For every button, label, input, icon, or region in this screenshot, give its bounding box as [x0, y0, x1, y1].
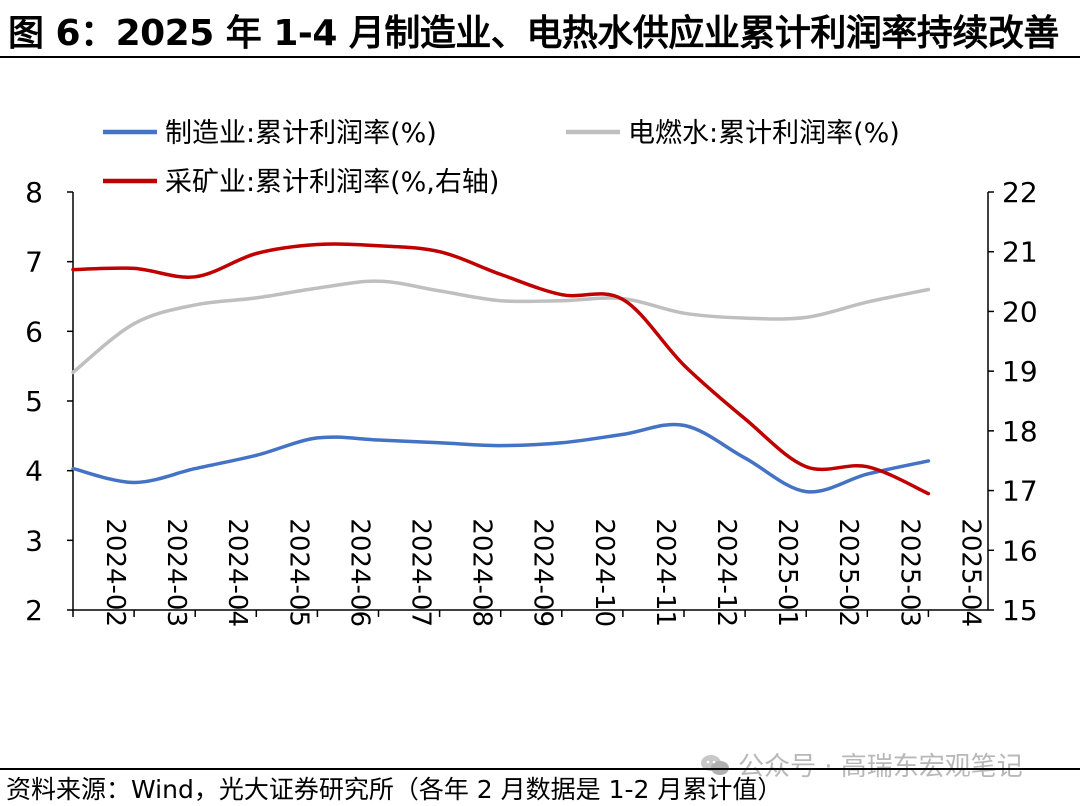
legend-label: 采矿业:累计利润率(%,右轴): [165, 167, 499, 198]
series-line-manufacturing: [71, 422, 931, 494]
left-axis-tick-label: 2: [25, 594, 43, 627]
source-note: 资料来源：Wind，光大证券研究所（各年 2 月数据是 1-2 月累计值）: [6, 775, 783, 804]
chart-series-lines: [71, 242, 931, 496]
chart-legend: 制造业:累计利润率(%) 电燃水:累计利润率(%) 采矿业:累计利润率(%,右轴): [103, 118, 900, 198]
left-axis-tick-label: 8: [25, 176, 43, 209]
x-axis-tick-label: 2024-05: [283, 518, 313, 627]
x-axis-tick-label: 2024-11: [650, 518, 680, 627]
right-axis-tick-label: 20: [1002, 295, 1038, 328]
right-axis-tick-label: 17: [1002, 475, 1038, 508]
left-axis-tick-label: 3: [25, 524, 43, 557]
right-axis-tick-label: 16: [1002, 534, 1038, 567]
title-divider: [0, 56, 1080, 58]
x-axis-tick-label: 2025-01: [772, 518, 802, 627]
right-axis-tick-label: 18: [1002, 415, 1038, 448]
watermark-text: 公众号 · 高瑞东宏观笔记: [738, 752, 1023, 782]
watermark: 公众号 · 高瑞东宏观笔记: [700, 746, 1023, 783]
left-axis-tick-label: 5: [25, 385, 43, 418]
legend-label: 制造业:累计利润率(%): [165, 118, 437, 149]
source-divider: [0, 768, 1080, 770]
right-axis-tick-label: 22: [1002, 176, 1038, 209]
x-axis-tick-label: 2024-06: [344, 518, 374, 627]
wechat-icon: [701, 754, 729, 775]
legend-item-utilities: 电燃水:累计利润率(%): [566, 118, 900, 149]
legend-item-mining: 采矿业:累计利润率(%,右轴): [103, 167, 499, 198]
series-line-mining: [71, 242, 931, 496]
x-axis-tick-label: 2024-03: [161, 518, 191, 627]
x-axis-tick-label: 2025-02: [833, 518, 863, 627]
chart-axes: 2 3 4 5 6 7 8 15 16 17 18 19 20 21 22 2024-02 2024-03 202…: [25, 176, 1037, 627]
x-axis-tick-label: 2024-04: [222, 518, 252, 627]
x-axis-tick-label: 2025-04: [955, 518, 985, 627]
x-axis-tick-label: 2024-09: [528, 518, 558, 627]
right-axis-tick-label: 15: [1002, 594, 1038, 627]
x-axis-tick-label: 2024-10: [589, 518, 619, 627]
figure-title: 图 6：2025 年 1-4 月制造业、电热水供应业累计利润率持续改善: [8, 13, 1059, 54]
right-axis-tick-label: 21: [1002, 236, 1038, 269]
x-axis-tick-label: 2024-12: [711, 518, 741, 627]
x-axis-tick-label: 2024-08: [467, 518, 497, 627]
left-axis-tick-label: 7: [25, 246, 43, 279]
series-line-utilities: [71, 279, 931, 375]
left-axis-tick-label: 6: [25, 315, 43, 348]
x-axis-tick-label: 2025-03: [894, 518, 924, 627]
x-axis-tick-label: 2024-02: [100, 518, 130, 627]
left-axis-tick-label: 4: [25, 455, 43, 488]
legend-item-manufacturing: 制造业:累计利润率(%): [103, 118, 437, 149]
legend-label: 电燃水:累计利润率(%): [628, 118, 900, 149]
x-axis-tick-label: 2024-07: [406, 518, 436, 627]
right-axis-tick-label: 19: [1002, 355, 1038, 388]
